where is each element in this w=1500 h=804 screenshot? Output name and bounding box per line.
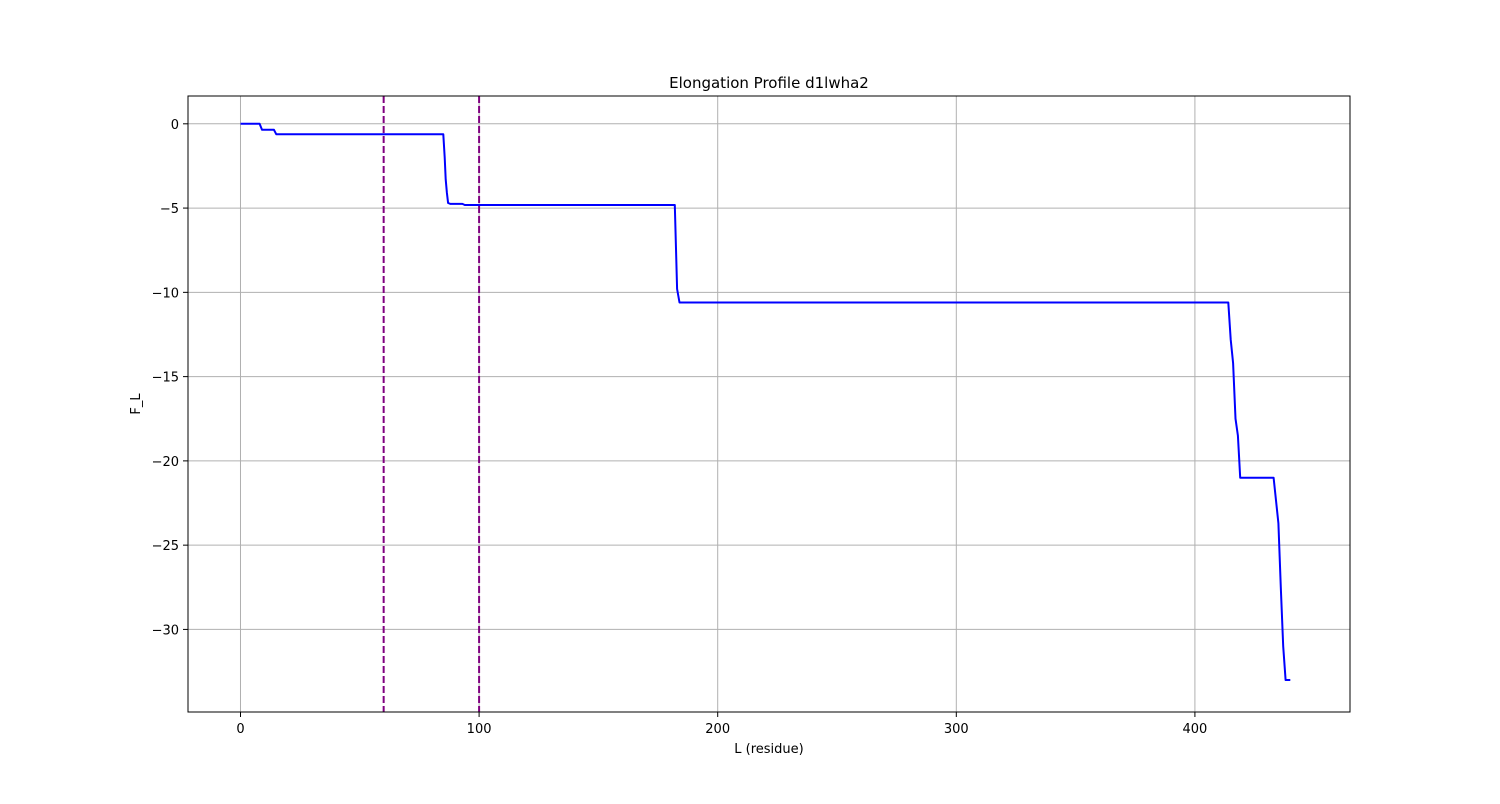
x-tick-label: 0 (236, 722, 244, 737)
x-tick-label: 100 (467, 722, 492, 737)
x-tick-label: 200 (705, 722, 730, 737)
x-axis-label: L (residue) (734, 742, 803, 757)
y-axis-label: F_L (129, 393, 144, 415)
y-tick-label: −20 (152, 455, 179, 470)
series-line (240, 122, 1291, 681)
y-tick-label: 0 (171, 118, 179, 133)
plot-area-frame (187, 95, 1351, 713)
y-tick-label: −5 (160, 202, 179, 217)
y-tick-label: −15 (152, 371, 179, 386)
x-tick-label: 300 (944, 722, 969, 737)
y-tick-label: −25 (152, 539, 179, 554)
y-tick-label: −30 (152, 623, 179, 638)
x-tick-label: 400 (1182, 722, 1207, 737)
chart-title: Elongation Profile d1lwha2 (669, 74, 869, 92)
y-tick-label: −10 (152, 286, 179, 301)
